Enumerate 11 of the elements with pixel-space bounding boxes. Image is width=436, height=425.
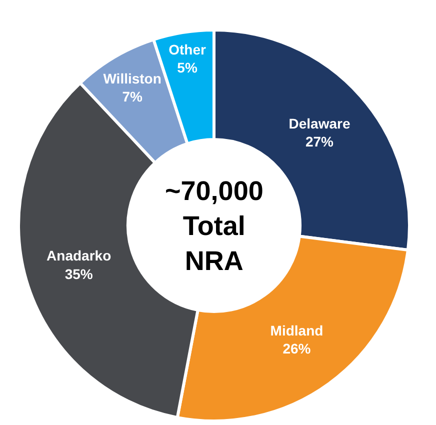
- text: ~70,000 Total NRA: [165, 176, 264, 276]
- slice-label: Williston: [103, 70, 162, 86]
- slice-label: Delaware: [288, 115, 350, 132]
- data-label: 35%: [64, 266, 94, 282]
- data-label: 27%: [305, 134, 334, 150]
- data-label: 7%: [122, 88, 143, 104]
- slice-label: Other: [168, 41, 206, 58]
- slice-label: Anadarko: [46, 248, 112, 264]
- slice-label: Midland: [270, 322, 324, 338]
- data-label: 5%: [177, 60, 198, 76]
- data-label: 26%: [282, 340, 312, 356]
